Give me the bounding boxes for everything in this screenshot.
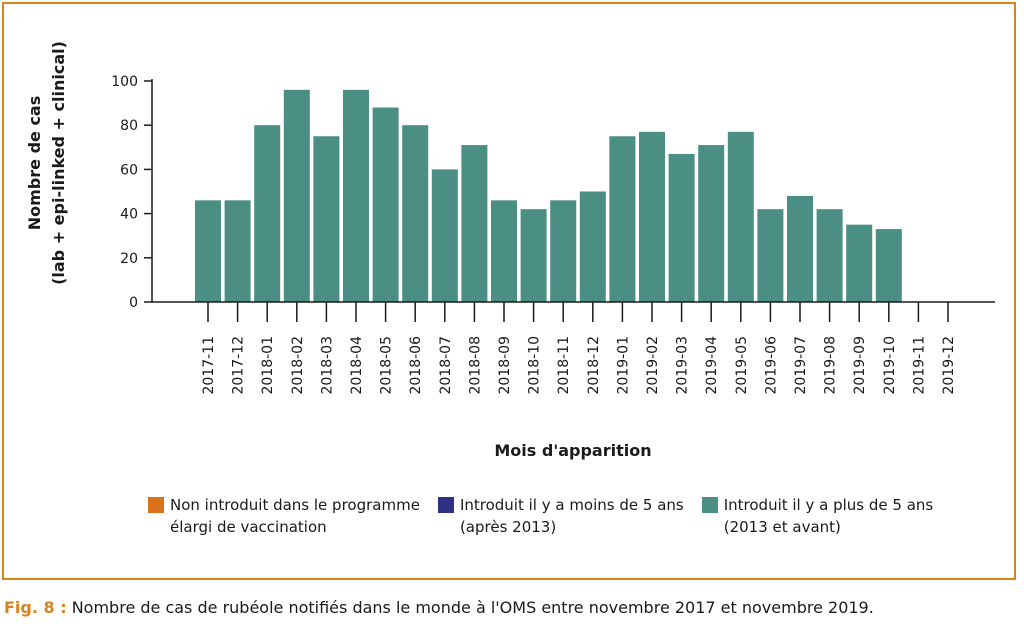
bar-2018-03 bbox=[313, 136, 340, 302]
x-tick-label: 2019-04 bbox=[704, 336, 720, 395]
bar-2018-08 bbox=[461, 145, 488, 302]
legend-item: Non introduit dans le programme élargi d… bbox=[148, 494, 420, 538]
x-tick-label: 2019-07 bbox=[793, 336, 809, 395]
legend-swatch bbox=[437, 497, 454, 513]
bar-2017-11 bbox=[195, 200, 221, 302]
y-tick-label: 40 bbox=[120, 207, 138, 223]
y-tick-label: 0 bbox=[129, 295, 138, 311]
bar-2019-03 bbox=[668, 153, 695, 302]
bar-2018-11 bbox=[550, 200, 577, 302]
bar-2018-12 bbox=[579, 191, 606, 302]
bar-chart: 0 20 40 60 80 100 2017-11 2017-12 2018-01 2018-02… bbox=[25, 41, 995, 460]
x-tick-label: 2018-03 bbox=[319, 336, 335, 395]
x-tick-label: 2019-12 bbox=[941, 336, 957, 395]
bar-2019-01 bbox=[609, 136, 636, 302]
bar-2017-12 bbox=[224, 200, 251, 302]
legend-label: Introduit il y a plus de 5 ans (2013 et … bbox=[723, 496, 934, 536]
bar-2018-07 bbox=[431, 169, 458, 302]
legend-label: Non introduit dans le programme élargi d… bbox=[170, 496, 420, 536]
bar-2019-10 bbox=[875, 229, 902, 302]
y-tick-label: 20 bbox=[120, 251, 138, 267]
y-tick-label: 100 bbox=[111, 74, 138, 90]
bar-2019-05 bbox=[727, 131, 754, 302]
x-tick-label: 2019-05 bbox=[734, 336, 750, 395]
bar-2018-10 bbox=[520, 209, 547, 302]
bar-2019-09 bbox=[846, 224, 873, 302]
x-tick-label: 2018-04 bbox=[349, 336, 365, 395]
y-axis-title: Nombre de cas bbox=[25, 96, 44, 231]
figure-caption: Fig. 8 : Nombre de cas de rubéole notifi… bbox=[4, 598, 874, 617]
y-tick-label: 80 bbox=[120, 118, 138, 134]
x-tick-label: 2018-08 bbox=[467, 336, 483, 395]
legend-swatch bbox=[148, 497, 164, 513]
x-axis-title: Mois d'apparition bbox=[494, 441, 651, 460]
caption-text: Nombre de cas de rubéole notifiés dans l… bbox=[66, 598, 874, 617]
x-tick-label: 2019-08 bbox=[823, 336, 839, 395]
x-tick-label: 2019-09 bbox=[852, 336, 868, 395]
x-tick-label: 2018-07 bbox=[438, 336, 454, 395]
x-tick-label: 2019-02 bbox=[645, 336, 661, 395]
x-tick-label: 2018-09 bbox=[497, 336, 513, 395]
x-tick-label: 2018-01 bbox=[260, 336, 276, 395]
x-tick-label: 2018-11 bbox=[556, 336, 572, 395]
bar-2018-06 bbox=[402, 125, 429, 302]
chart-legend: Non introduit dans le programme élargi d… bbox=[148, 494, 933, 538]
caption-fig-label: Fig. 8 : bbox=[4, 598, 67, 617]
bar-2018-01 bbox=[254, 125, 281, 302]
x-tick-label: 2018-02 bbox=[290, 336, 306, 395]
legend-swatch bbox=[701, 497, 718, 513]
x-tick-label: 2019-11 bbox=[911, 336, 927, 395]
bar-2019-04 bbox=[698, 145, 725, 302]
bar-2019-07 bbox=[787, 195, 813, 302]
x-tick-label: 2018-12 bbox=[586, 336, 602, 395]
legend-label: Introduit il y a moins de 5 ans (après 2… bbox=[459, 496, 684, 536]
bar-2019-06 bbox=[757, 209, 784, 302]
bar-2019-02 bbox=[639, 131, 665, 302]
bar-2018-05 bbox=[372, 107, 399, 303]
x-tick-label: 2017-11 bbox=[201, 336, 217, 395]
x-tick-label: 2018-06 bbox=[408, 336, 424, 395]
legend-item: Introduit il y a plus de 5 ans (2013 et … bbox=[701, 494, 934, 538]
x-tick-label: 2018-10 bbox=[527, 336, 543, 395]
x-tick-label: 2019-03 bbox=[675, 336, 691, 395]
x-tick-label: 2019-10 bbox=[882, 336, 898, 395]
bar-2019-08 bbox=[816, 209, 843, 302]
x-tick-label: 2018-05 bbox=[379, 336, 395, 395]
figure-frame bbox=[2, 2, 1016, 580]
legend-item: Introduit il y a moins de 5 ans (après 2… bbox=[437, 494, 684, 538]
y-tick-label: 60 bbox=[120, 162, 138, 178]
bar-2018-04 bbox=[343, 89, 369, 302]
bar-2018-02 bbox=[283, 89, 310, 302]
x-tick-label: 2019-06 bbox=[763, 336, 779, 395]
y-axis-subtitle: (lab + epi-linked + clinical) bbox=[49, 41, 68, 285]
x-tick-label: 2017-12 bbox=[231, 336, 247, 395]
x-tick-label: 2019-01 bbox=[615, 336, 631, 395]
bar-2018-09 bbox=[491, 200, 517, 302]
